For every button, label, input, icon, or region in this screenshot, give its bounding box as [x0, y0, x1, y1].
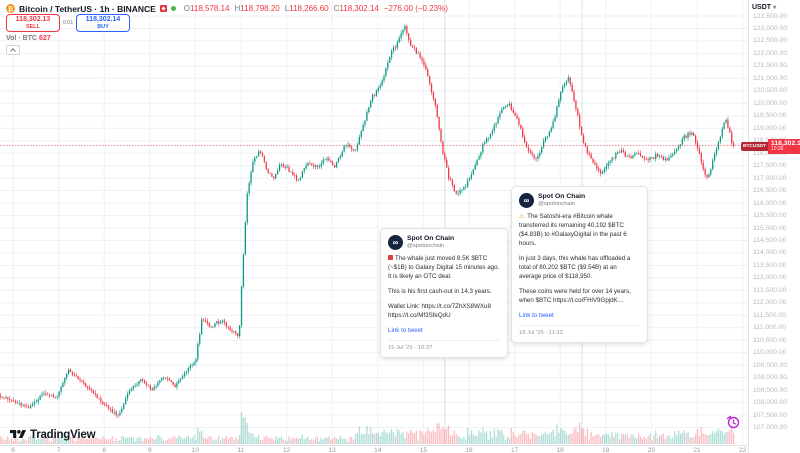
tradingview-logo[interactable]: TradingView	[10, 428, 96, 441]
time-axis-label: 17	[510, 447, 519, 453]
symbol-tag: BTCUSDT	[741, 141, 768, 151]
symbol-title[interactable]: Bitcoin / TetherUS · 1h · BINANCE	[19, 3, 156, 14]
spread-value: 0.01	[62, 20, 74, 26]
time-axis-label: 10	[191, 447, 200, 453]
price-axis-label: 112,000.00	[753, 299, 787, 307]
price-axis-label: 122,000.00	[753, 49, 788, 57]
time-axis-label: 15	[419, 447, 428, 453]
spot-on-chain-avatar: ∞	[388, 235, 403, 251]
low-value: 118,266.60	[289, 4, 329, 13]
tweet-timestamp: 18 Jul '25 · 11:33	[519, 324, 640, 338]
price-axis-label: 114,000.00	[753, 249, 787, 257]
tweet-timestamp: 15 Jul '25 · 10:37	[388, 340, 500, 353]
tweet-paragraph: This is his first cash-out in 14.3 years…	[388, 288, 492, 296]
price-axis-label: 120,500.00	[753, 87, 788, 95]
close-value: 118,302.14	[339, 4, 379, 13]
price-axis-label: 120,000.00	[753, 99, 788, 107]
price-axis-label: 110,000.00	[753, 349, 787, 357]
tweet-author-name: Spot On Chain	[407, 235, 455, 242]
time-axis-label: 18	[556, 447, 564, 453]
countdown-timer-icon[interactable]	[726, 415, 740, 429]
sell-button[interactable]: 118,302.13 SELL	[6, 14, 60, 32]
open-value: 118,578.14	[190, 4, 230, 13]
time-axis-label: 11	[237, 447, 245, 453]
time-axis-label: 13	[328, 447, 336, 453]
price-axis-label: 123,000.00	[753, 25, 788, 32]
time-axis-label: 16	[465, 447, 473, 453]
price-axis-label: 117,500.00	[753, 162, 787, 170]
volume-value: 627	[38, 35, 51, 42]
tweet-paragraph: The whale just moved 8.5K $BTC (~$1B) to…	[388, 255, 500, 281]
price-axis-label: 108,000.00	[753, 399, 788, 407]
price-axis-label: 110,500.00	[753, 336, 787, 344]
market-open-dot-icon	[170, 6, 176, 11]
time-axis-label: 20	[647, 447, 656, 453]
change-value: −276.00 (−0.23%)	[383, 4, 448, 13]
price-axis-label: 117,000.00	[753, 174, 787, 182]
price-axis-label: 119,000.00	[753, 124, 787, 132]
price-axis-label: 122,500.00	[753, 37, 788, 45]
time-axis[interactable]: 6 7 8 9 10 11 12 13 14 15 16 17 18 19 20 21 22	[0, 445, 748, 453]
link-to-tweet[interactable]: Link to tweet	[388, 327, 423, 335]
price-axis-label: 112,500.00	[753, 286, 787, 294]
spot-on-chain-avatar: ∞	[519, 193, 534, 209]
time-axis-label: 7	[56, 447, 61, 453]
time-axis-label: 9	[147, 447, 152, 453]
price-axis-label: 114,500.00	[753, 237, 787, 244]
tradingview-mark-icon	[10, 430, 26, 439]
price-axis-label: 113,000.00	[753, 274, 787, 282]
chart-legend: ₿ Bitcoin / TetherUS · 1h · BINANCE O118…	[6, 3, 448, 14]
price-axis-label: 109,000.00	[753, 374, 788, 382]
price-axis-label: 116,500.00	[753, 187, 787, 195]
price-axis-label: 107,000.00	[753, 424, 788, 431]
time-axis-label: 14	[374, 447, 382, 453]
price-axis-label: 107,500.00	[753, 411, 788, 419]
time-axis-label: 6	[11, 447, 15, 453]
price-axis-label: 121,500.00	[753, 62, 788, 70]
time-axis-label: 12	[282, 447, 291, 453]
price-axis-label: 113,500.00	[753, 261, 787, 269]
current-price-label[interactable]: BTCUSDT 118,302.14 10:38	[741, 138, 800, 154]
time-axis-label: 21	[693, 447, 701, 453]
tweet-paragraph: These coins were held for over 14 years,…	[519, 288, 631, 304]
time-axis-label: 22	[738, 447, 747, 453]
chevron-up-icon	[10, 48, 16, 54]
tweet-note-2[interactable]: ∞ Spot On Chain @spotonchain ⚠ The Satos…	[511, 186, 648, 344]
last-price: 118,302.14	[770, 139, 800, 147]
buy-button[interactable]: 118,302.14 BUY	[76, 14, 130, 32]
exchange-icon	[159, 5, 167, 12]
price-axis[interactable]: USDT ▾ 123,500.00 123,000.00 122,500.00 122,…	[748, 0, 800, 453]
time-axis-label: 8	[102, 447, 106, 453]
price-axis-label: 115,000.00	[753, 224, 787, 232]
volume-indicator-legend: Vol · BTC 627	[6, 35, 51, 42]
bar-countdown: 10:38	[770, 146, 784, 153]
tweet-author-name: Spot On Chain	[538, 193, 586, 200]
price-axis-label: 111,000.00	[753, 324, 787, 332]
tweet-paragraph: In just 3 days, this whale has offloaded…	[519, 255, 631, 281]
tweet-note-1[interactable]: ∞ Spot On Chain @spotonchain The whale j…	[380, 228, 508, 359]
price-axis-label: 108,500.00	[753, 386, 788, 394]
time-axis-label: 19	[602, 447, 610, 453]
price-axis-label: 115,500.00	[753, 212, 787, 219]
price-axis-label: 121,000.00	[753, 74, 788, 82]
price-axis-label: 116,000.00	[753, 199, 787, 207]
ohlc-values: O118,578.14 H118,798.20 L118,266.60 C118…	[183, 4, 448, 13]
price-axis-label: 123,500.00	[753, 12, 788, 20]
price-axis-label: 119,500.00	[753, 112, 787, 120]
caret-down-icon: ▾	[773, 5, 777, 11]
warning-emoji: ⚠	[519, 213, 525, 221]
high-value: 118,798.20	[240, 4, 280, 13]
bitcoin-icon: ₿	[6, 4, 15, 13]
tweet-author-handle: @spotonchain	[538, 201, 576, 208]
siren-emoji	[388, 255, 393, 261]
link-to-tweet[interactable]: Link to tweet	[519, 311, 554, 319]
price-axis-currency[interactable]: USDT ▾	[752, 4, 777, 11]
price-axis-label: 109,500.00	[753, 361, 788, 369]
tweet-paragraph: Wallet Link: https://t.co/7ZhXS8WXu8 htt…	[388, 303, 491, 320]
price-axis-label: 111,500.00	[753, 311, 787, 319]
collapse-legend-button[interactable]	[6, 45, 20, 55]
tweet-paragraph: ⚠ The Satoshi-era #Bitcoin whale transfe…	[519, 213, 627, 248]
tweet-author-handle: @spotonchain	[407, 243, 445, 250]
